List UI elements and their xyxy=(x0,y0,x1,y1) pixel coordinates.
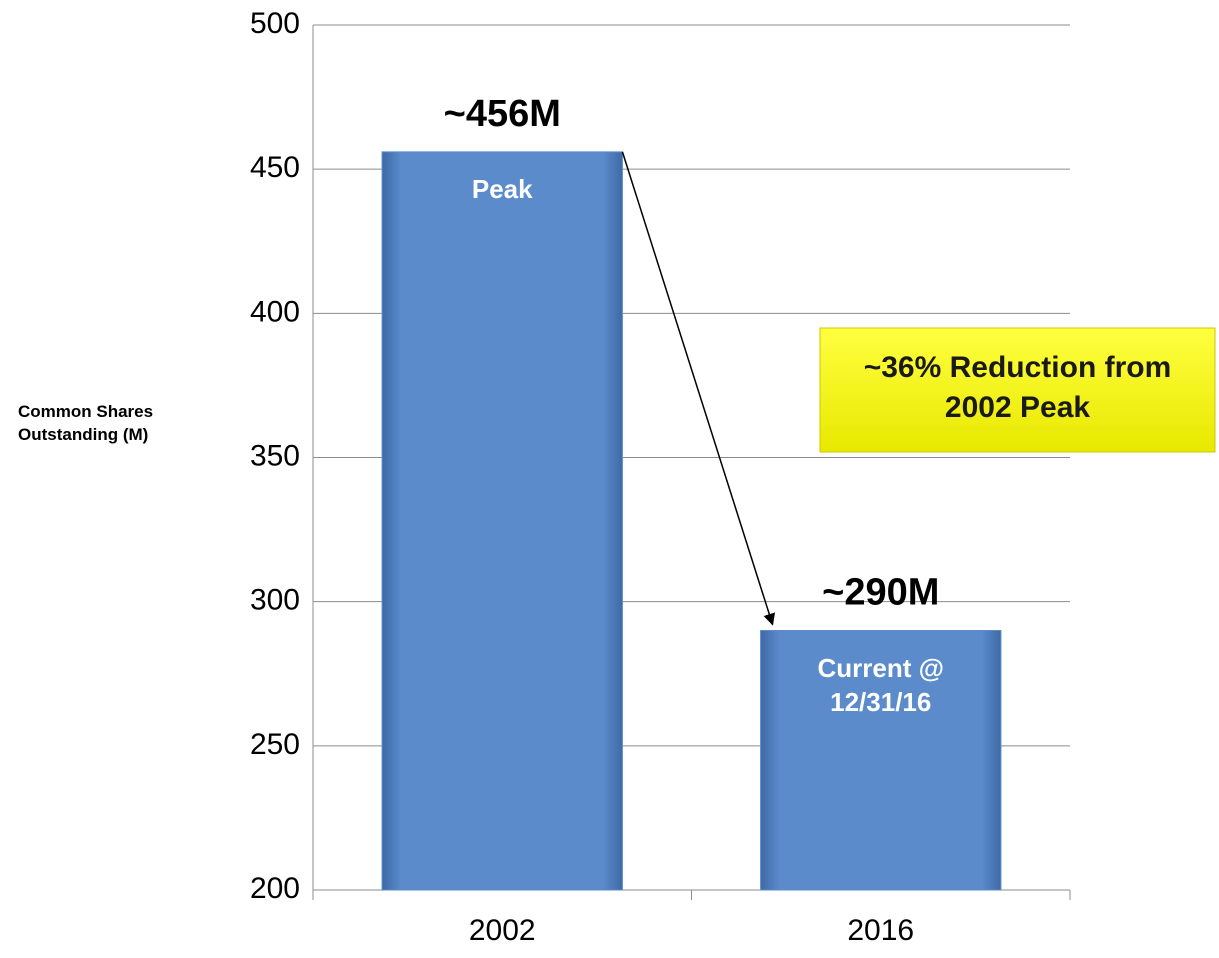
y-tick-label: 250 xyxy=(250,728,300,761)
bar xyxy=(760,630,1002,891)
y-tick-label: 500 xyxy=(250,7,300,40)
value-label: ~290M xyxy=(822,572,939,614)
callout-box xyxy=(819,327,1216,453)
y-tick-label: 400 xyxy=(250,295,300,328)
x-tick-label: 2016 xyxy=(847,914,914,947)
bar-note: Current @ 12/31/16 xyxy=(817,652,944,717)
bar xyxy=(381,151,623,891)
x-tick-label: 2002 xyxy=(469,914,536,947)
y-tick-label: 300 xyxy=(250,584,300,617)
value-label: ~456M xyxy=(444,93,561,135)
y-tick-label: 200 xyxy=(250,872,300,905)
y-tick-label: 450 xyxy=(250,151,300,184)
bar-note: Peak xyxy=(471,173,533,204)
arrow xyxy=(621,151,776,626)
y-tick-label: 350 xyxy=(250,439,300,472)
callout-text: ~36% Reduction from 2002 Peak xyxy=(863,351,1172,424)
y-axis-label: Common Shares Outstanding (M) xyxy=(18,402,154,444)
